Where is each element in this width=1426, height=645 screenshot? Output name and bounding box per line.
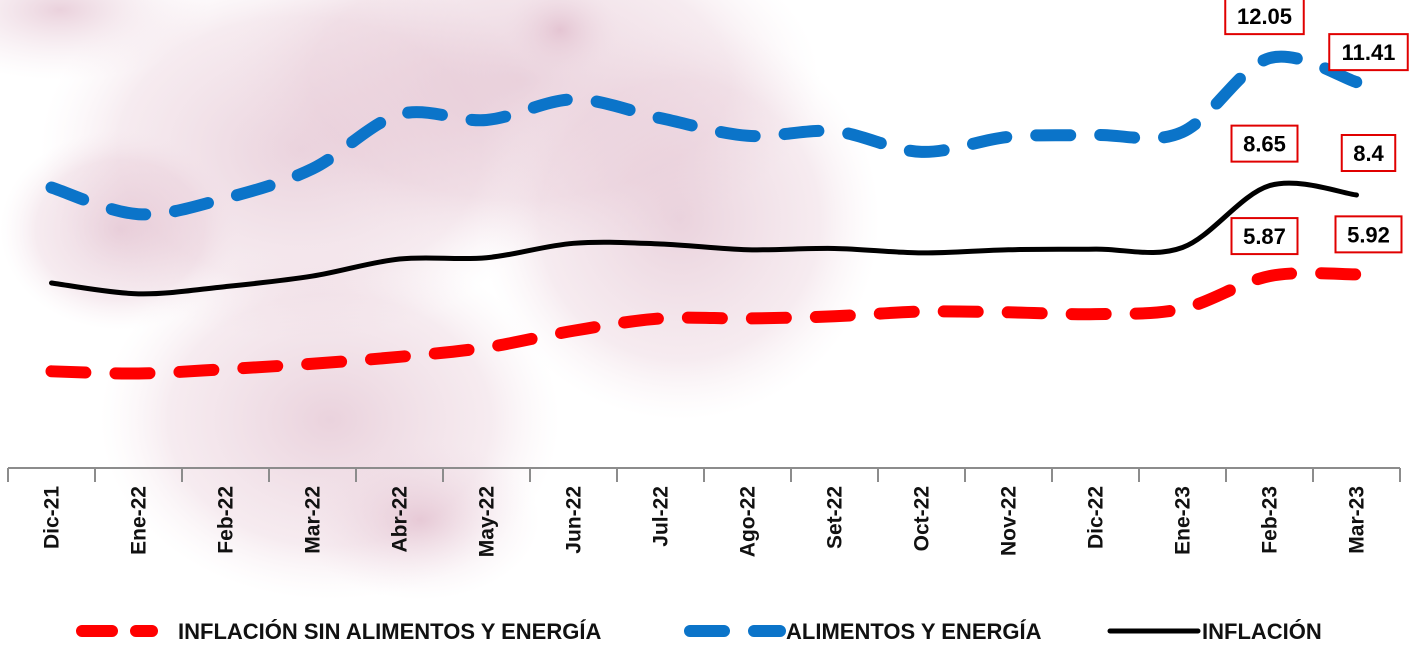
x-tick-label: Jun-22 xyxy=(563,486,586,554)
series-line-0 xyxy=(45,267,1363,380)
x-tick-label: Feb-23 xyxy=(1259,486,1282,554)
x-tick-label: Dic-22 xyxy=(1085,486,1108,549)
x-tick-label: Dic-21 xyxy=(41,486,64,549)
data-label-box: 11.41 xyxy=(1328,33,1409,72)
data-labels: 5.87 5.92 12.05 11.41 8.65 8.4 xyxy=(1224,0,1409,256)
data-label: 5.87 xyxy=(1243,224,1286,249)
x-tick-label: Ene-22 xyxy=(128,486,151,555)
x-tick-label: Abr-22 xyxy=(389,486,412,553)
background-watermark xyxy=(0,0,880,600)
data-label: 11.41 xyxy=(1342,40,1396,65)
legend-label: INFLACIÓN SIN ALIMENTOS Y ENERGÍA xyxy=(178,619,601,644)
data-label: 8.4 xyxy=(1353,141,1384,166)
x-tick-label: Jul-22 xyxy=(650,486,673,547)
data-label-border xyxy=(1328,33,1409,72)
data-label-box: 8.4 xyxy=(1340,134,1397,172)
series-lines xyxy=(45,50,1363,380)
legend-item: INFLACIÓN xyxy=(1107,619,1322,644)
x-tick-label: Mar-22 xyxy=(302,486,325,554)
legend: INFLACIÓN SIN ALIMENTOS Y ENERGÍA ALIMENT… xyxy=(76,619,1322,644)
data-label-box: 5.87 xyxy=(1230,217,1299,256)
x-tick-label: Mar-23 xyxy=(1346,486,1369,554)
legend-label: INFLACIÓN xyxy=(1202,619,1322,644)
legend-item: ALIMENTOS Y ENERGÍA xyxy=(684,619,1042,644)
x-tick-label: Set-22 xyxy=(824,486,847,549)
data-label: 5.92 xyxy=(1347,222,1390,247)
series-line-1 xyxy=(45,50,1363,221)
data-label: 8.65 xyxy=(1243,132,1286,157)
legend-label: ALIMENTOS Y ENERGÍA xyxy=(786,619,1042,644)
data-label-border xyxy=(1334,215,1403,254)
data-label-box: 12.05 xyxy=(1224,0,1305,36)
x-tick-label: Nov-22 xyxy=(998,486,1021,556)
legend-item: INFLACIÓN SIN ALIMENTOS Y ENERGÍA xyxy=(76,619,601,644)
x-tick-label: May-22 xyxy=(476,486,499,557)
data-label: 12.05 xyxy=(1237,4,1292,29)
data-label-border xyxy=(1224,0,1305,36)
data-label-box: 8.65 xyxy=(1230,124,1299,163)
x-tick-label: Feb-22 xyxy=(215,486,238,554)
x-tick-label: Ene-23 xyxy=(1172,486,1195,555)
data-label-border xyxy=(1230,217,1299,256)
x-tick-label: Oct-22 xyxy=(911,486,934,551)
x-tick-label: Ago-22 xyxy=(737,486,760,557)
data-label-border xyxy=(1230,124,1299,163)
x-axis: Dic-21 Ene-22 Feb-22 Mar-22 Abr-22 May-22 Jun-… xyxy=(7,467,1401,557)
data-label-border xyxy=(1340,134,1397,172)
data-label-box: 5.92 xyxy=(1334,215,1403,254)
series-line-2 xyxy=(49,180,1359,297)
